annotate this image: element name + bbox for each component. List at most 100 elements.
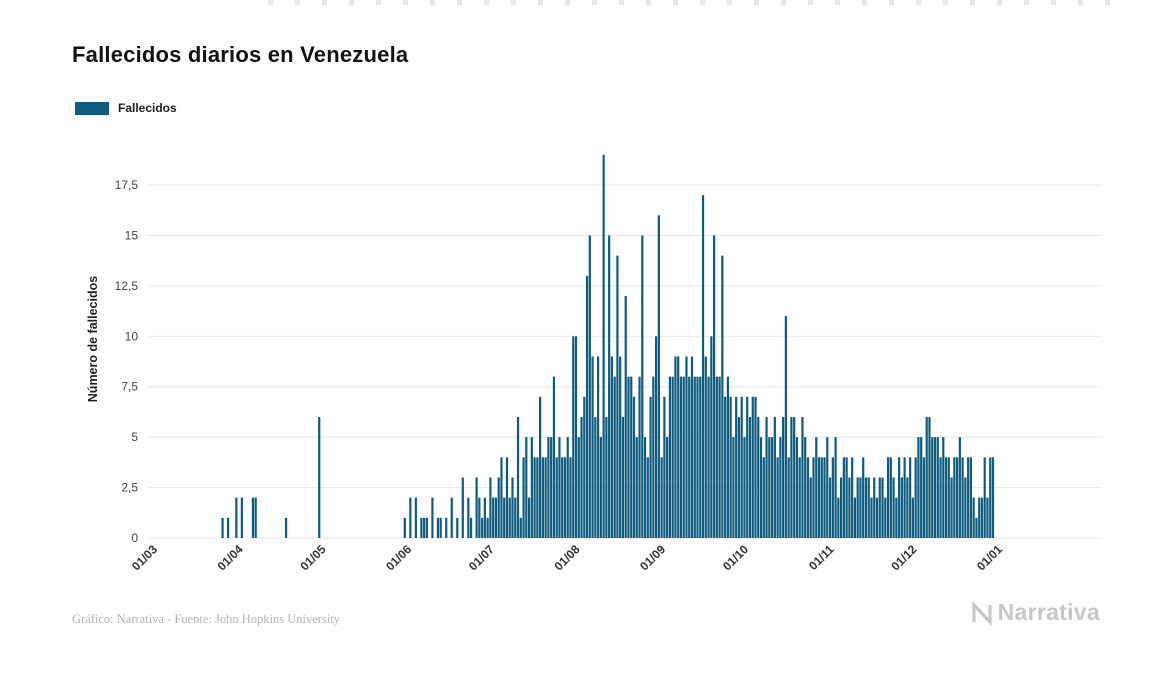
- bar: [240, 497, 243, 538]
- bar: [770, 437, 774, 538]
- bar: [776, 457, 779, 538]
- y-tick-label: 5: [131, 430, 138, 444]
- bar: [608, 235, 611, 538]
- y-tick-label: 2,5: [121, 481, 138, 495]
- y-tick-label: 17,5: [115, 178, 139, 192]
- bar: [420, 517, 423, 538]
- bar: [657, 215, 660, 538]
- bar: [580, 416, 583, 538]
- y-tick-label: 12,5: [115, 279, 139, 293]
- bar: [870, 497, 873, 538]
- bar: [492, 497, 495, 538]
- bar: [585, 275, 589, 538]
- bar: [740, 396, 743, 538]
- bar: [574, 336, 578, 538]
- bar: [773, 416, 776, 538]
- bar: [886, 457, 890, 538]
- y-tick-label: 7,5: [121, 380, 138, 394]
- bar: [840, 477, 843, 538]
- bar: [494, 497, 498, 538]
- bar: [516, 416, 520, 538]
- bar: [881, 477, 884, 538]
- bar: [641, 235, 644, 538]
- bar: [605, 416, 608, 538]
- bar: [718, 376, 721, 538]
- bar: [898, 457, 901, 538]
- bar: [486, 517, 489, 538]
- bar: [823, 457, 826, 538]
- bar: [765, 416, 768, 538]
- bar: [967, 457, 970, 538]
- bar: [599, 437, 602, 538]
- bar: [707, 376, 710, 538]
- bar: [467, 497, 470, 538]
- bar: [627, 376, 630, 538]
- narrativa-n-icon: [971, 600, 992, 626]
- bar: [481, 517, 484, 538]
- bar: [489, 477, 492, 538]
- bar: [732, 437, 735, 538]
- bar: [779, 437, 782, 538]
- bar: [942, 437, 945, 538]
- bar: [677, 356, 680, 538]
- bar: [318, 416, 321, 538]
- bar: [547, 437, 550, 538]
- bar: [539, 396, 542, 538]
- bar: [221, 517, 224, 538]
- bar: [533, 457, 536, 538]
- bar: [787, 457, 790, 538]
- bar: [439, 517, 442, 538]
- bar: [558, 437, 561, 538]
- bar: [826, 437, 829, 538]
- x-tick-label: 01/10: [720, 542, 751, 573]
- bar: [671, 376, 674, 538]
- bar: [610, 356, 614, 538]
- bar: [552, 376, 556, 538]
- bar: [925, 416, 928, 538]
- bar: [922, 457, 926, 538]
- bar: [748, 416, 752, 538]
- bar: [613, 376, 616, 538]
- x-tick-label: 01/06: [383, 542, 414, 573]
- bar: [588, 235, 591, 538]
- x-tick-label: 01/09: [637, 542, 668, 573]
- bar: [961, 457, 964, 538]
- bar: [762, 457, 765, 538]
- bar: [566, 437, 569, 538]
- x-tick-label: 01/08: [551, 542, 582, 573]
- bar: [986, 497, 989, 538]
- bar: [801, 416, 804, 538]
- bar: [624, 295, 627, 538]
- bar: [668, 376, 671, 538]
- bar: [550, 437, 553, 538]
- chart-title: Fallecidos diarios en Venezuela: [72, 42, 409, 67]
- bar: [693, 376, 696, 538]
- bar: [892, 477, 895, 538]
- bar: [969, 457, 972, 538]
- bar: [696, 376, 699, 538]
- bar: [591, 356, 594, 538]
- bar: [688, 376, 691, 538]
- bar: [931, 437, 934, 538]
- bar: [577, 437, 580, 538]
- bar: [635, 437, 638, 538]
- bar: [862, 457, 865, 538]
- bar: [837, 497, 840, 538]
- bar: [820, 457, 823, 538]
- bar: [414, 497, 417, 538]
- bar: [621, 416, 625, 538]
- bar: [594, 416, 597, 538]
- bar: [751, 396, 754, 538]
- bar: [828, 477, 832, 538]
- bar: [475, 477, 478, 538]
- bar: [743, 437, 746, 538]
- bar: [978, 497, 981, 538]
- x-tick-label: 01/11: [806, 542, 837, 573]
- bar: [409, 497, 412, 538]
- bar: [914, 457, 917, 538]
- bar: [726, 376, 729, 538]
- bar: [569, 457, 572, 538]
- bar: [790, 416, 793, 538]
